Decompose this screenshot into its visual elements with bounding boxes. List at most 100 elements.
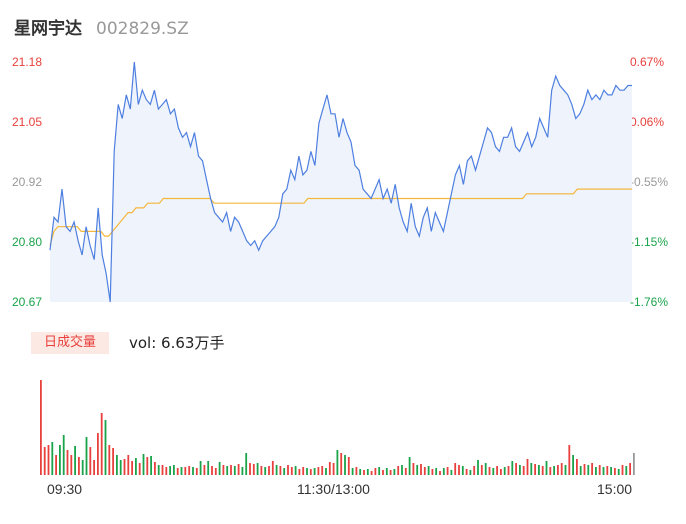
volume-bar [621,465,624,475]
volume-bar [473,466,476,475]
price-line [49,61,632,303]
right-axis-tick-1: 0.06% [630,115,665,129]
volume-bar [245,453,248,475]
volume-bar [268,466,270,475]
volume-bar [507,466,510,475]
volume-bar [545,461,548,475]
volume-bar [344,455,346,475]
volume-bar [446,467,449,475]
volume-bar [572,455,574,475]
volume-bar [226,466,229,475]
right-axis-tick-4: -1.76% [630,295,669,309]
volume-bar [328,462,331,475]
volume-bar [161,465,164,475]
volume-bar [127,455,130,475]
time-tick-midday: 11:30/13:00 [297,481,370,497]
volume-bar [606,466,609,475]
volume-bar [496,466,498,475]
volume-bar [309,469,312,475]
volume-bar [100,413,103,475]
volume-bar [313,468,316,475]
average-price-line [49,188,632,246]
volume-bar [290,467,293,475]
volume-bar [522,466,525,475]
volume-bar [271,461,274,475]
volume-bar [480,465,483,475]
volume-bar [389,470,392,475]
volume-bar [116,455,118,475]
volume-bar [195,468,198,475]
volume-bar [511,461,514,475]
volume-bar [256,463,259,475]
volume-bar [420,464,422,475]
volume-bar [477,460,479,475]
volume-bar [423,467,426,475]
volume-bar [549,467,552,475]
volume-bar [142,454,145,475]
volume-bar [382,470,384,475]
volume-bar [576,459,578,475]
volume-bar [454,463,457,475]
volume-bar [173,465,175,475]
right-axis-tick-2: -0.55% [630,175,669,189]
volume-tab[interactable]: 日成交量 [31,332,109,354]
volume-bar [503,467,506,475]
volume-bar [465,469,468,475]
volume-bar [442,468,445,475]
volume-bar [412,463,415,475]
volume-bar [241,467,244,475]
volume-bar [534,464,536,475]
left-axis-tick-4: 20.67 [12,295,43,309]
volume-bar [515,463,517,475]
volume-bar [119,460,122,475]
volume-bar [294,466,297,475]
volume-bar [260,466,263,475]
volume-bar [378,467,381,475]
volume-bar [40,380,42,475]
volume-bar [374,468,377,475]
volume-bar [89,447,92,475]
volume-bar [385,468,388,475]
volume-bar [408,457,411,475]
volume-bar [458,465,460,475]
volume-bar [404,468,407,475]
volume-bar [211,466,213,475]
volume-bar [625,466,628,475]
left-axis-tick-3: 20.80 [12,235,43,249]
volume-bar [347,457,350,475]
volume-bar [176,468,179,475]
volume-bar [150,456,152,475]
right-axis-tick-0: 0.67% [630,55,665,69]
volume-bar [180,467,183,475]
volume-bar [264,467,267,475]
volume-bar [366,469,369,475]
volume-bar [416,465,419,475]
volume-bar [70,455,73,475]
volume-bar [355,467,358,475]
volume-bar [469,470,472,475]
volume-bar [427,466,430,475]
volume-bar [66,450,69,475]
volume-bar [461,466,464,475]
time-tick-close: 15:00 [597,481,633,497]
volume-bar [123,459,126,475]
volume-bar [351,468,354,475]
volume-bar [59,445,61,475]
volume-bar [283,468,286,475]
volume-bar [43,447,46,475]
volume-bar [450,470,453,475]
volume-bar [397,466,400,475]
volume-bar [165,467,168,475]
volume-bar [203,465,206,475]
volume-bar [564,465,567,475]
volume-bar [579,466,582,475]
volume-bar [192,467,194,475]
volume-bar [252,464,255,475]
volume-bar [633,453,635,475]
stock-code: 002829.SZ [96,19,189,39]
volume-bar [332,463,335,475]
time-tick-open: 09:30 [47,481,83,497]
volume-bar [131,461,133,475]
volume-bar [439,471,441,475]
